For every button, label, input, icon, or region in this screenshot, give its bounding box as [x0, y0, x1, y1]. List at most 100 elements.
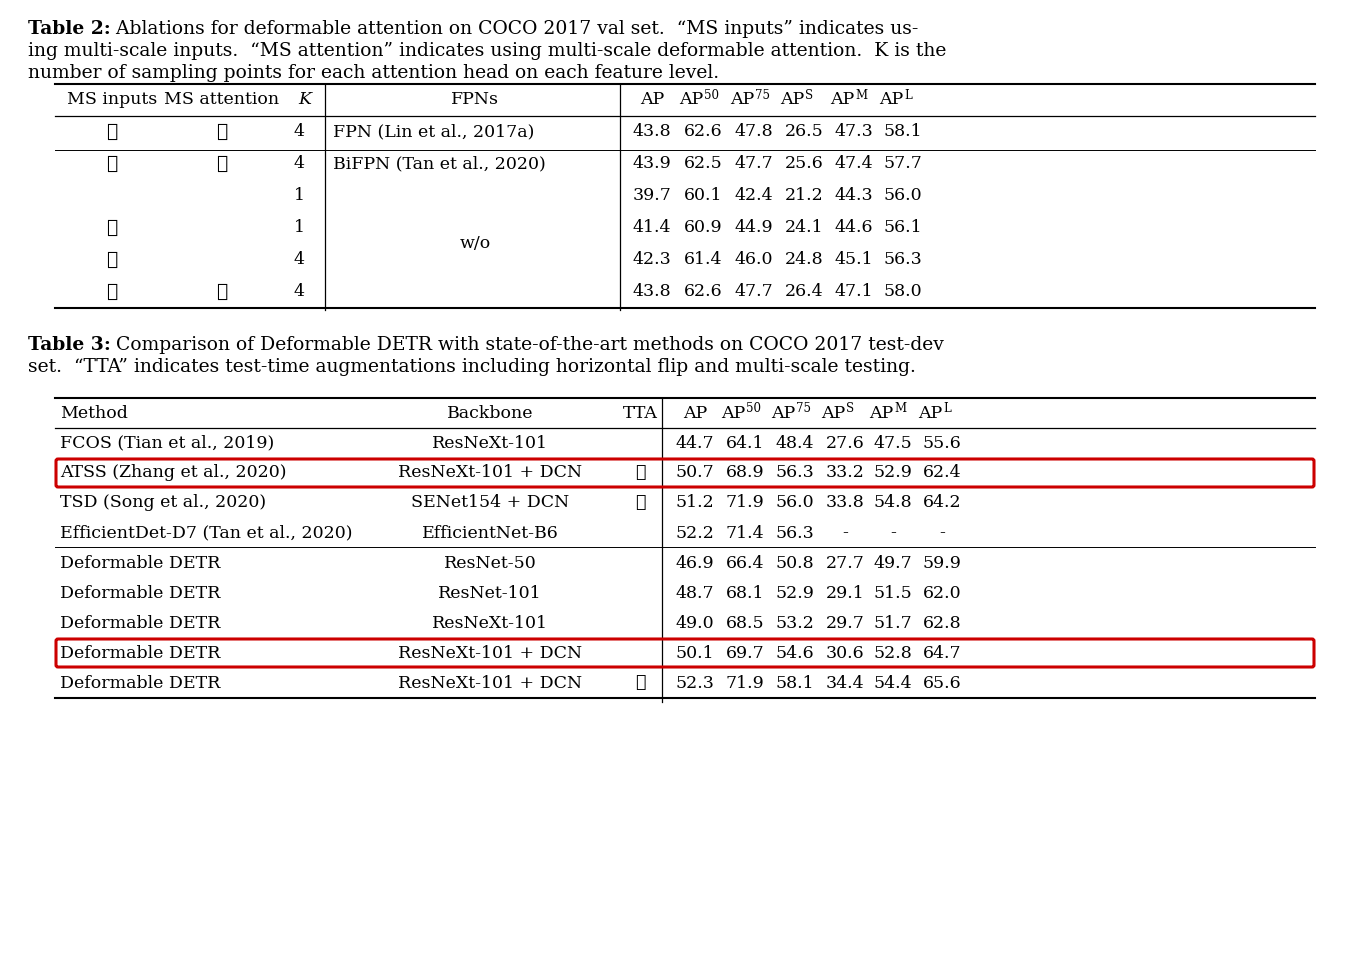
- Text: 58.0: 58.0: [884, 284, 922, 300]
- Text: EfficientNet-B6: EfficientNet-B6: [421, 525, 558, 541]
- Text: 26.5: 26.5: [785, 123, 824, 141]
- Text: 50.7: 50.7: [676, 465, 714, 481]
- Text: AP: AP: [679, 91, 703, 109]
- Text: M: M: [895, 402, 906, 415]
- Text: MS attention: MS attention: [164, 91, 279, 109]
- Text: 68.1: 68.1: [726, 584, 765, 602]
- Text: -: -: [891, 525, 896, 541]
- Text: AP: AP: [770, 404, 795, 422]
- Text: 48.7: 48.7: [676, 584, 714, 602]
- Text: 48.4: 48.4: [776, 434, 814, 452]
- Text: 33.8: 33.8: [826, 495, 865, 511]
- Text: 64.1: 64.1: [726, 434, 765, 452]
- Text: ✓: ✓: [635, 675, 646, 691]
- Text: 39.7: 39.7: [632, 188, 672, 204]
- Text: 26.4: 26.4: [785, 284, 824, 300]
- Text: 56.3: 56.3: [776, 525, 814, 541]
- Text: 51.7: 51.7: [874, 614, 912, 632]
- Text: number of sampling points for each attention head on each feature level.: number of sampling points for each atten…: [27, 64, 720, 82]
- Text: AP: AP: [780, 91, 804, 109]
- Text: 71.9: 71.9: [725, 675, 765, 691]
- Text: 69.7: 69.7: [725, 644, 765, 662]
- Text: 29.1: 29.1: [826, 584, 865, 602]
- Text: ResNeXt-101 + DCN: ResNeXt-101 + DCN: [398, 465, 581, 481]
- Text: Ablations for deformable attention on COCO 2017 val set.  “MS inputs” indicates : Ablations for deformable attention on CO…: [104, 20, 918, 38]
- Text: 54.8: 54.8: [874, 495, 912, 511]
- Text: AP: AP: [878, 91, 903, 109]
- Text: 62.5: 62.5: [684, 156, 722, 172]
- Text: 68.9: 68.9: [725, 465, 765, 481]
- Text: 27.7: 27.7: [825, 554, 865, 572]
- Text: 71.9: 71.9: [725, 495, 765, 511]
- Text: ing multi-scale inputs.  “MS attention” indicates using multi-scale deformable a: ing multi-scale inputs. “MS attention” i…: [27, 42, 947, 60]
- Text: 4: 4: [294, 252, 305, 268]
- Text: 50: 50: [705, 89, 720, 102]
- Text: -: -: [843, 525, 848, 541]
- Text: ✓: ✓: [107, 251, 118, 269]
- Text: 47.5: 47.5: [874, 434, 912, 452]
- Text: AP: AP: [918, 404, 943, 422]
- Text: K: K: [298, 91, 312, 109]
- Text: M: M: [855, 89, 867, 102]
- Text: 52.3: 52.3: [676, 675, 714, 691]
- Text: AP: AP: [729, 91, 754, 109]
- Text: ResNeXt-101: ResNeXt-101: [432, 434, 549, 452]
- Text: 49.7: 49.7: [874, 554, 912, 572]
- Text: 65.6: 65.6: [922, 675, 962, 691]
- Text: 64.2: 64.2: [922, 495, 962, 511]
- Text: Method: Method: [60, 404, 127, 422]
- Text: 51.2: 51.2: [676, 495, 714, 511]
- Text: Deformable DETR: Deformable DETR: [60, 644, 220, 662]
- Text: ResNeXt-101: ResNeXt-101: [432, 614, 549, 632]
- Text: 49.0: 49.0: [676, 614, 714, 632]
- Text: 52.9: 52.9: [776, 584, 814, 602]
- Text: BiFPN (Tan et al., 2020): BiFPN (Tan et al., 2020): [332, 156, 546, 172]
- Text: TSD (Song et al., 2020): TSD (Song et al., 2020): [60, 495, 267, 511]
- Text: 57.7: 57.7: [884, 156, 922, 172]
- Text: 44.7: 44.7: [676, 434, 714, 452]
- Text: 29.7: 29.7: [825, 614, 865, 632]
- Text: w/o: w/o: [460, 235, 491, 253]
- Text: 56.0: 56.0: [776, 495, 814, 511]
- Text: ✓: ✓: [107, 219, 118, 237]
- Text: 52.2: 52.2: [676, 525, 714, 541]
- Text: 42.4: 42.4: [735, 188, 773, 204]
- Text: Comparison of Deformable DETR with state-of-the-art methods on COCO 2017 test-de: Comparison of Deformable DETR with state…: [104, 336, 944, 354]
- Text: 62.8: 62.8: [922, 614, 962, 632]
- Text: FCOS (Tian et al., 2019): FCOS (Tian et al., 2019): [60, 434, 274, 452]
- Text: 21.2: 21.2: [785, 188, 824, 204]
- Text: 30.6: 30.6: [826, 644, 865, 662]
- Text: ✓: ✓: [635, 495, 646, 511]
- Text: Deformable DETR: Deformable DETR: [60, 554, 220, 572]
- Text: 60.9: 60.9: [684, 220, 722, 236]
- Text: 42.3: 42.3: [632, 252, 672, 268]
- Text: 1: 1: [294, 188, 305, 204]
- Text: 47.7: 47.7: [735, 156, 773, 172]
- Text: 47.7: 47.7: [735, 284, 773, 300]
- Text: 56.1: 56.1: [884, 220, 922, 236]
- Text: ✓: ✓: [107, 123, 118, 141]
- Text: 50.8: 50.8: [776, 554, 814, 572]
- Text: MS inputs: MS inputs: [67, 91, 157, 109]
- Text: ✓: ✓: [635, 465, 646, 481]
- Text: 58.1: 58.1: [884, 123, 922, 141]
- Text: 41.4: 41.4: [633, 220, 672, 236]
- Text: 55.6: 55.6: [922, 434, 962, 452]
- Text: 1: 1: [294, 220, 305, 236]
- Text: 66.4: 66.4: [726, 554, 765, 572]
- Text: ResNeXt-101 + DCN: ResNeXt-101 + DCN: [398, 644, 581, 662]
- Text: 44.6: 44.6: [834, 220, 873, 236]
- Text: 75: 75: [796, 402, 811, 415]
- Text: Backbone: Backbone: [447, 404, 534, 422]
- Text: Table 3:: Table 3:: [27, 336, 111, 354]
- Text: 58.1: 58.1: [776, 675, 814, 691]
- Text: AP: AP: [821, 404, 845, 422]
- Text: TTA: TTA: [622, 404, 658, 422]
- Text: 62.6: 62.6: [684, 123, 722, 141]
- Text: 54.6: 54.6: [776, 644, 814, 662]
- Text: ResNet-50: ResNet-50: [443, 554, 536, 572]
- Text: ResNeXt-101 + DCN: ResNeXt-101 + DCN: [398, 675, 581, 691]
- Text: 44.9: 44.9: [735, 220, 773, 236]
- Text: 60.1: 60.1: [684, 188, 722, 204]
- Text: 52.8: 52.8: [874, 644, 912, 662]
